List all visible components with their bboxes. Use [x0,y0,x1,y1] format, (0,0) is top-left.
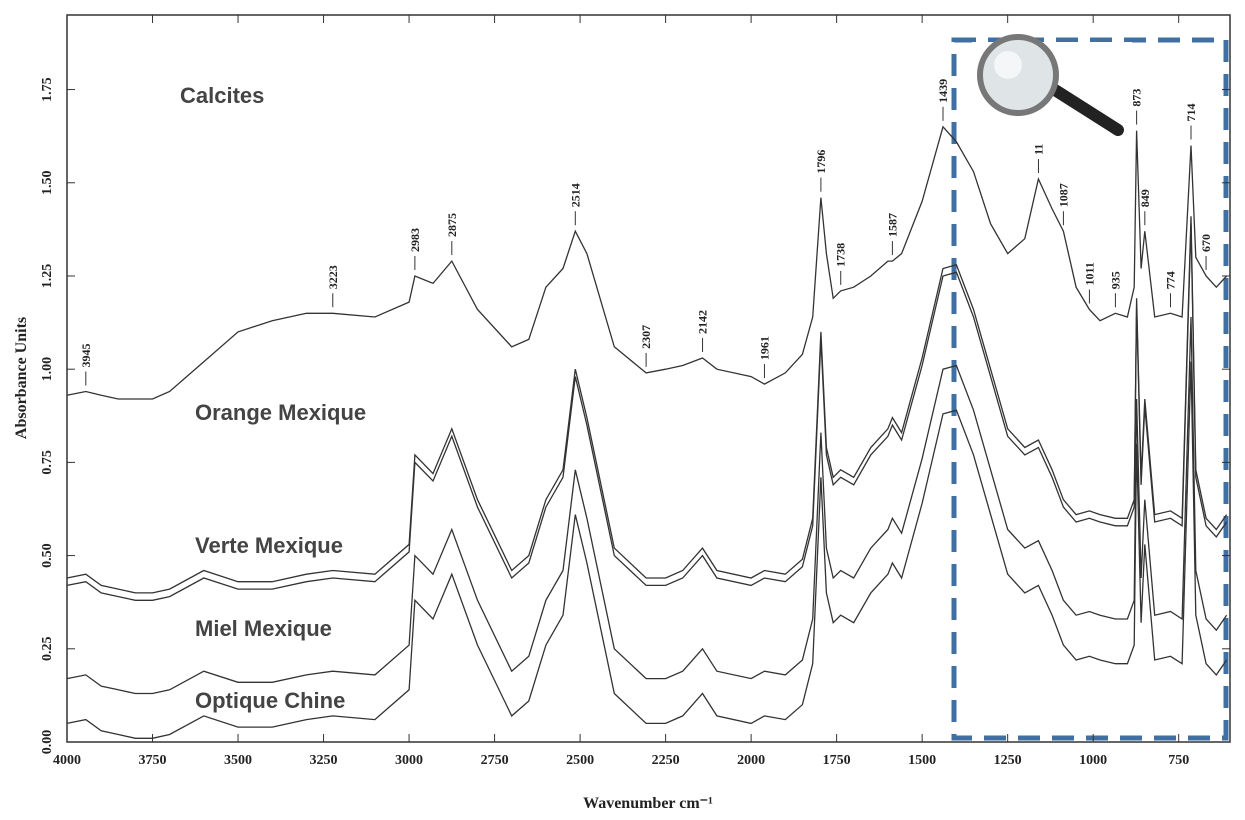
peak-label: 1796 [814,150,828,174]
y-tick-label: 1.00 [40,357,55,382]
series-label: Optique Chine [195,688,345,713]
x-axis-label: Wavenumber cm⁻¹ [583,795,713,812]
peak-label: 2307 [639,325,653,349]
x-tick-label: 3250 [310,753,338,768]
x-tick-label: 3750 [139,753,167,768]
spectrum-line [66,316,1228,695]
x-tick-label: 3500 [224,753,252,768]
y-axis-label: Absorbance Units [13,317,30,439]
peak-label: 873 [1130,89,1144,107]
zoom-highlight [951,34,1229,741]
peak-label: 3945 [79,344,93,368]
x-tick-label: 2750 [481,753,509,768]
x-tick-label: 1750 [823,753,851,768]
series-label: Miel Mexique [195,616,332,641]
peak-label: 2875 [445,213,459,237]
y-tick-label: 0.25 [40,637,55,662]
peak-label: 2983 [408,228,422,252]
peak-label: 714 [1184,103,1198,121]
peak-label: 1961 [757,336,771,360]
series-label: Calcites [180,83,264,108]
x-tick-label: 1500 [908,753,936,768]
spectrum-line [66,216,1228,594]
y-tick-label: 1.75 [40,77,55,102]
series-label: Orange Mexique [195,400,366,425]
y-tick-label: 0.50 [40,543,55,568]
peak-label: 935 [1108,271,1122,289]
x-tick-label: 2000 [737,753,765,768]
series-label: Verte Mexique [195,533,343,558]
spectrum-line [66,223,1228,601]
spectrum-line [66,125,1228,400]
y-tick-label: 1.50 [40,171,55,196]
x-tick-label: 4000 [53,753,81,768]
peak-label: 2514 [568,183,582,207]
y-tick-label: 1.25 [40,264,55,289]
peak-label: 1439 [936,79,950,103]
x-tick-label: 3000 [395,753,423,768]
spectrum-line [66,361,1228,739]
plot-frame [66,14,1231,743]
x-tick-label: 2500 [566,753,594,768]
peak-label: 670 [1199,234,1213,252]
y-tick-label: 0.00 [40,730,55,755]
peak-label: 3223 [326,265,340,289]
peak-label: 11 [1031,144,1045,155]
peak-label: 1587 [885,213,899,237]
x-tick-label: 1250 [994,753,1022,768]
peak-label: 774 [1163,271,1177,289]
x-tick-label: 750 [1168,753,1189,768]
peak-label: 849 [1138,189,1152,207]
peak-label: 2142 [696,310,710,334]
x-tick-label: 1000 [1079,753,1107,768]
y-tick-label: 0.75 [40,450,55,475]
peak-label: 1738 [834,243,848,267]
x-tick-label: 2250 [652,753,680,768]
peak-label: 1011 [1082,262,1096,285]
peak-label: 1087 [1056,183,1070,207]
